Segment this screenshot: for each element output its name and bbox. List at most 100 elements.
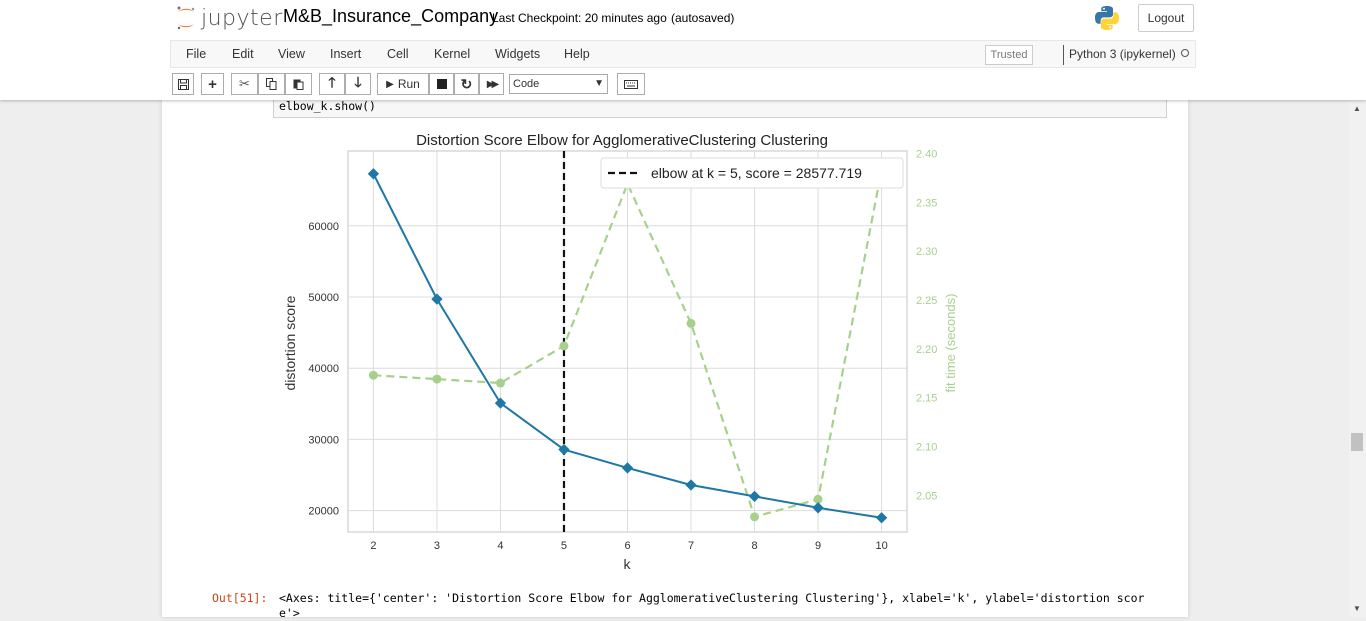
y2-axis-label: fit time (seconds) xyxy=(943,294,958,393)
cut-button[interactable]: ✂ xyxy=(231,73,258,95)
x-tick-label: 8 xyxy=(751,540,757,552)
restart-icon: ↻ xyxy=(460,75,473,92)
cell-type-value: Code xyxy=(513,78,540,90)
y-tick-label: 50000 xyxy=(308,292,339,304)
code-cell-input[interactable]: elbow_k.show() xyxy=(273,98,1167,118)
y-tick-label: 60000 xyxy=(308,221,339,233)
run-label: Run xyxy=(397,77,420,91)
distortion-score-point xyxy=(685,479,697,491)
x-tick-label: 2 xyxy=(370,540,376,552)
code-line: elbow_k.show() xyxy=(279,99,376,113)
menu-cell[interactable]: Cell xyxy=(387,47,409,61)
copy-button[interactable] xyxy=(258,73,285,95)
notebook-header: jupyter M&B_Insurance_Company Last Check… xyxy=(0,0,1366,100)
run-button[interactable]: ▶ Run xyxy=(377,73,429,95)
jupyter-logo[interactable]: jupyter xyxy=(175,4,283,32)
menu-file[interactable]: File xyxy=(186,47,207,61)
menu-view[interactable]: View xyxy=(278,47,305,61)
insert-cell-button[interactable]: + xyxy=(201,73,224,95)
fit-time-point xyxy=(559,341,569,351)
save-button[interactable] xyxy=(172,73,194,95)
distortion-score-point xyxy=(558,443,570,456)
fit-time-line xyxy=(373,169,883,519)
x-tick-label: 5 xyxy=(561,540,567,552)
kernel-idle-indicator-icon xyxy=(1181,49,1189,57)
logout-button[interactable]: Logout xyxy=(1138,4,1194,32)
y-axis-label: distortion score xyxy=(282,295,298,390)
scrollbar-thumb[interactable] xyxy=(1351,433,1363,451)
fit-time-point xyxy=(495,378,505,388)
distortion-score-point xyxy=(748,490,761,503)
jupyter-logo-text: jupyter xyxy=(201,5,283,31)
legend-elbow-label: elbow at k = 5, score = 28577.719 xyxy=(651,165,862,181)
y2-tick-label: 2.20 xyxy=(916,344,937,356)
scissors-icon: ✂ xyxy=(239,76,250,91)
x-axis-ticks: 2 3 4 5 6 7 8 9 10 xyxy=(370,540,887,552)
x-tick-label: 6 xyxy=(624,540,630,552)
y2-tick-label: 2.30 xyxy=(916,246,937,258)
keyboard-icon xyxy=(624,79,638,89)
trusted-indicator[interactable]: Trusted xyxy=(985,45,1033,65)
scroll-down-icon[interactable]: ▼ xyxy=(1353,604,1361,613)
plus-icon: + xyxy=(208,75,217,93)
vertical-scrollbar[interactable]: ▲ ▼ xyxy=(1349,100,1366,617)
move-up-button[interactable]: 🡑 xyxy=(319,73,345,95)
x-tick-label: 10 xyxy=(875,540,887,552)
x-tick-label: 3 xyxy=(434,540,440,552)
arrow-down-icon: 🡓 xyxy=(354,74,362,90)
play-icon: ▶ xyxy=(386,78,394,90)
x-tick-label: 4 xyxy=(497,540,503,552)
menu-bar: File Edit View Insert Cell Kernel Widget… xyxy=(170,40,1196,68)
y2-tick-label: 2.40 xyxy=(916,148,937,160)
paste-button[interactable] xyxy=(285,73,312,95)
notebook-toolbar: + ✂ 🡑 🡓 ▶ Run ↻ ▶▶ Code ▼ xyxy=(170,72,1196,98)
distortion-score-point xyxy=(431,293,443,305)
x-axis-label: k xyxy=(624,556,632,572)
interrupt-button[interactable] xyxy=(429,73,454,95)
kernel-separator xyxy=(1063,45,1064,65)
y-axis-ticks: 20000 30000 40000 50000 60000 xyxy=(308,221,339,518)
output-prompt: Out[51]: xyxy=(212,591,268,605)
restart-run-all-button[interactable]: ▶▶ xyxy=(479,73,504,95)
scroll-up-icon[interactable]: ▲ xyxy=(1353,104,1361,113)
notebook-name[interactable]: M&B_Insurance_Company xyxy=(283,6,499,26)
restart-button[interactable]: ↻ xyxy=(454,73,479,95)
notebook-container: elbow_k.show() Distortion Score Elbow fo… xyxy=(162,98,1188,620)
distortion-score-point xyxy=(621,462,634,474)
x-tick-label: 9 xyxy=(815,540,821,552)
copy-icon xyxy=(266,78,277,90)
x-tick-label: 7 xyxy=(688,540,694,552)
cell-type-select[interactable]: Code ▼ xyxy=(509,74,608,94)
y2-axis-ticks: 2.05 2.10 2.15 2.20 2.25 2.30 2.35 2.40 xyxy=(916,148,937,502)
menu-help[interactable]: Help xyxy=(564,47,590,61)
menu-kernel[interactable]: Kernel xyxy=(434,47,471,61)
jupyter-logo-icon xyxy=(177,6,195,30)
y-tick-label: 20000 xyxy=(308,506,339,518)
save-icon xyxy=(177,78,189,90)
fit-time-point xyxy=(686,318,696,328)
fit-time-point xyxy=(368,370,378,380)
distortion-score-point xyxy=(494,397,507,409)
checkpoint-status: Last Checkpoint: 20 minutes ago xyxy=(492,11,667,25)
menu-insert[interactable]: Insert xyxy=(330,47,362,61)
chart-title: Distortion Score Elbow for Agglomerative… xyxy=(416,132,828,149)
fit-time-point xyxy=(750,512,760,522)
menu-widgets[interactable]: Widgets xyxy=(495,47,541,61)
arrow-up-icon: 🡑 xyxy=(328,74,336,90)
chevron-down-icon: ▼ xyxy=(594,78,604,89)
distortion-score-point xyxy=(875,512,888,524)
fit-time-point xyxy=(432,374,442,384)
distortion-score-point xyxy=(812,502,824,514)
fit-time-point xyxy=(813,494,823,504)
menu-edit[interactable]: Edit xyxy=(232,47,254,61)
kernel-name[interactable]: Python 3 (ipykernel) xyxy=(1069,47,1176,61)
move-down-button[interactable]: 🡓 xyxy=(345,73,371,95)
y2-tick-label: 2.05 xyxy=(916,490,937,502)
paste-icon xyxy=(293,79,304,90)
y2-tick-label: 2.25 xyxy=(916,295,937,307)
y2-tick-label: 2.15 xyxy=(916,393,937,405)
y-tick-label: 30000 xyxy=(308,434,339,446)
elbow-chart: Distortion Score Elbow for Agglomerative… xyxy=(282,132,958,572)
y-tick-label: 40000 xyxy=(308,363,339,375)
command-palette-button[interactable] xyxy=(617,73,645,95)
